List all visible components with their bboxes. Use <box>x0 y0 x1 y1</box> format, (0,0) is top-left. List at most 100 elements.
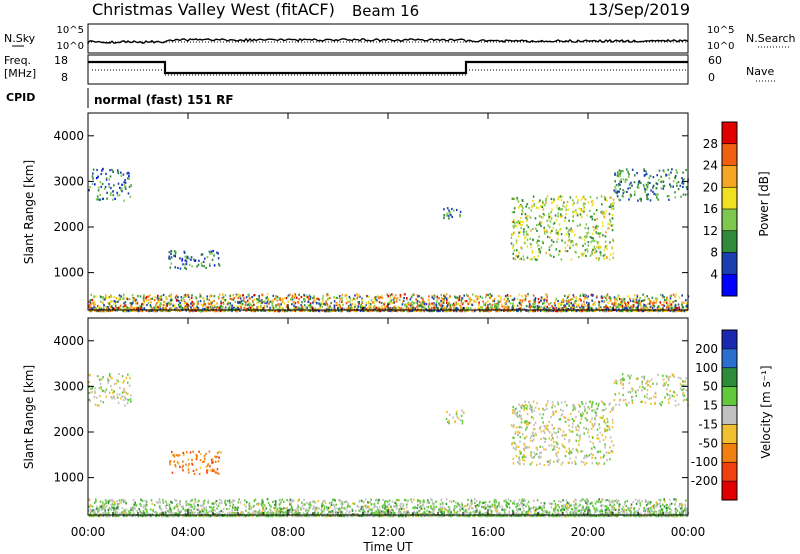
echo-cell <box>435 303 438 306</box>
echo-cell <box>212 506 215 509</box>
echo-cell <box>643 169 646 172</box>
echo-cell <box>645 183 648 186</box>
echo-cell <box>328 502 331 505</box>
echo-cell <box>604 511 607 514</box>
echo-cell <box>298 293 300 296</box>
echo-cell <box>383 309 385 312</box>
echo-cell <box>339 300 341 303</box>
echo-cell <box>466 504 469 507</box>
echo-cell <box>535 506 537 509</box>
echo-cell <box>520 246 522 249</box>
echo-cell <box>268 302 270 305</box>
echo-cell <box>279 514 281 518</box>
echo-cell <box>159 501 161 504</box>
echo-cell <box>373 506 375 509</box>
echo-cell <box>512 233 514 236</box>
echo-cell <box>438 297 440 300</box>
echo-cell <box>575 309 578 312</box>
echo-cell <box>182 263 184 266</box>
echo-cell <box>96 507 98 510</box>
echo-cell <box>372 301 374 304</box>
echo-cell <box>283 500 285 503</box>
echo-cell <box>558 207 561 210</box>
echo-cell <box>682 185 684 188</box>
echo-cell <box>105 500 108 503</box>
echo-cell <box>524 299 527 302</box>
echo-cell <box>232 503 235 506</box>
echo-cell <box>521 199 524 202</box>
echo-cell <box>564 504 566 507</box>
echo-cell <box>627 305 630 308</box>
echo-cell <box>211 301 213 304</box>
echo-cell <box>489 303 491 306</box>
echo-cell <box>617 304 619 307</box>
echo-cell <box>248 514 250 517</box>
echo-cell <box>629 297 631 300</box>
echo-cell <box>536 229 538 232</box>
echo-cell <box>433 306 435 309</box>
echo-cell <box>143 299 145 302</box>
echo-cell <box>359 510 362 513</box>
echo-cell <box>594 508 596 511</box>
echo-cell <box>652 304 654 307</box>
echo-cell <box>110 294 112 297</box>
echo-cell <box>217 504 220 508</box>
echo-cell <box>111 305 113 308</box>
echo-cell <box>319 303 322 306</box>
echo-cell <box>153 310 155 313</box>
echo-cell <box>124 185 126 188</box>
echo-cell <box>260 512 262 515</box>
echo-cell <box>391 310 393 313</box>
echo-cell <box>544 515 546 518</box>
echo-cell <box>291 297 293 300</box>
echo-cell <box>448 301 450 304</box>
echo-cell <box>574 515 577 518</box>
echo-cell <box>304 306 307 309</box>
echo-cell <box>565 208 568 211</box>
echo-cell <box>326 309 328 312</box>
echo-cell <box>485 296 487 299</box>
echo-cell <box>118 299 121 302</box>
echo-cell <box>543 504 545 507</box>
echo-cell <box>430 498 432 501</box>
echo-cell <box>676 182 678 185</box>
freq-label: Freq. <box>4 54 31 67</box>
echo-cell <box>614 191 617 194</box>
echo-cell <box>223 309 225 312</box>
echo-cell <box>477 297 480 300</box>
echo-cell <box>222 302 225 306</box>
echo-cell <box>397 499 399 502</box>
echo-cell <box>622 192 625 195</box>
echo-cell <box>112 198 114 201</box>
echo-cell <box>237 305 240 308</box>
echo-cell <box>157 306 159 309</box>
echo-cell <box>629 195 632 198</box>
echo-cell <box>139 306 142 309</box>
echo-cell <box>674 177 677 180</box>
echo-cell <box>594 301 596 304</box>
echo-cell <box>243 503 246 506</box>
echo-cell <box>322 309 325 312</box>
echo-cell <box>631 304 634 307</box>
echo-cell <box>616 195 619 198</box>
echo-cell <box>382 498 384 502</box>
echo-cell <box>583 195 585 198</box>
echo-cell <box>188 503 191 506</box>
echo-cell <box>591 251 593 254</box>
echo-cell <box>291 294 294 298</box>
echo-cell <box>334 297 336 300</box>
echo-cell <box>580 198 583 201</box>
echo-cell <box>89 303 92 306</box>
echo-cell <box>538 235 540 238</box>
echo-cell <box>123 297 125 300</box>
echo-cell <box>455 303 458 306</box>
echo-cell <box>410 296 413 299</box>
echo-cell <box>118 502 121 505</box>
echo-cell <box>606 507 608 510</box>
echo-cell <box>389 297 391 300</box>
echo-cell <box>210 301 212 304</box>
echo-cell <box>99 193 101 197</box>
echo-cell <box>443 214 445 217</box>
echo-cell <box>637 500 639 503</box>
echo-cell <box>226 500 229 503</box>
